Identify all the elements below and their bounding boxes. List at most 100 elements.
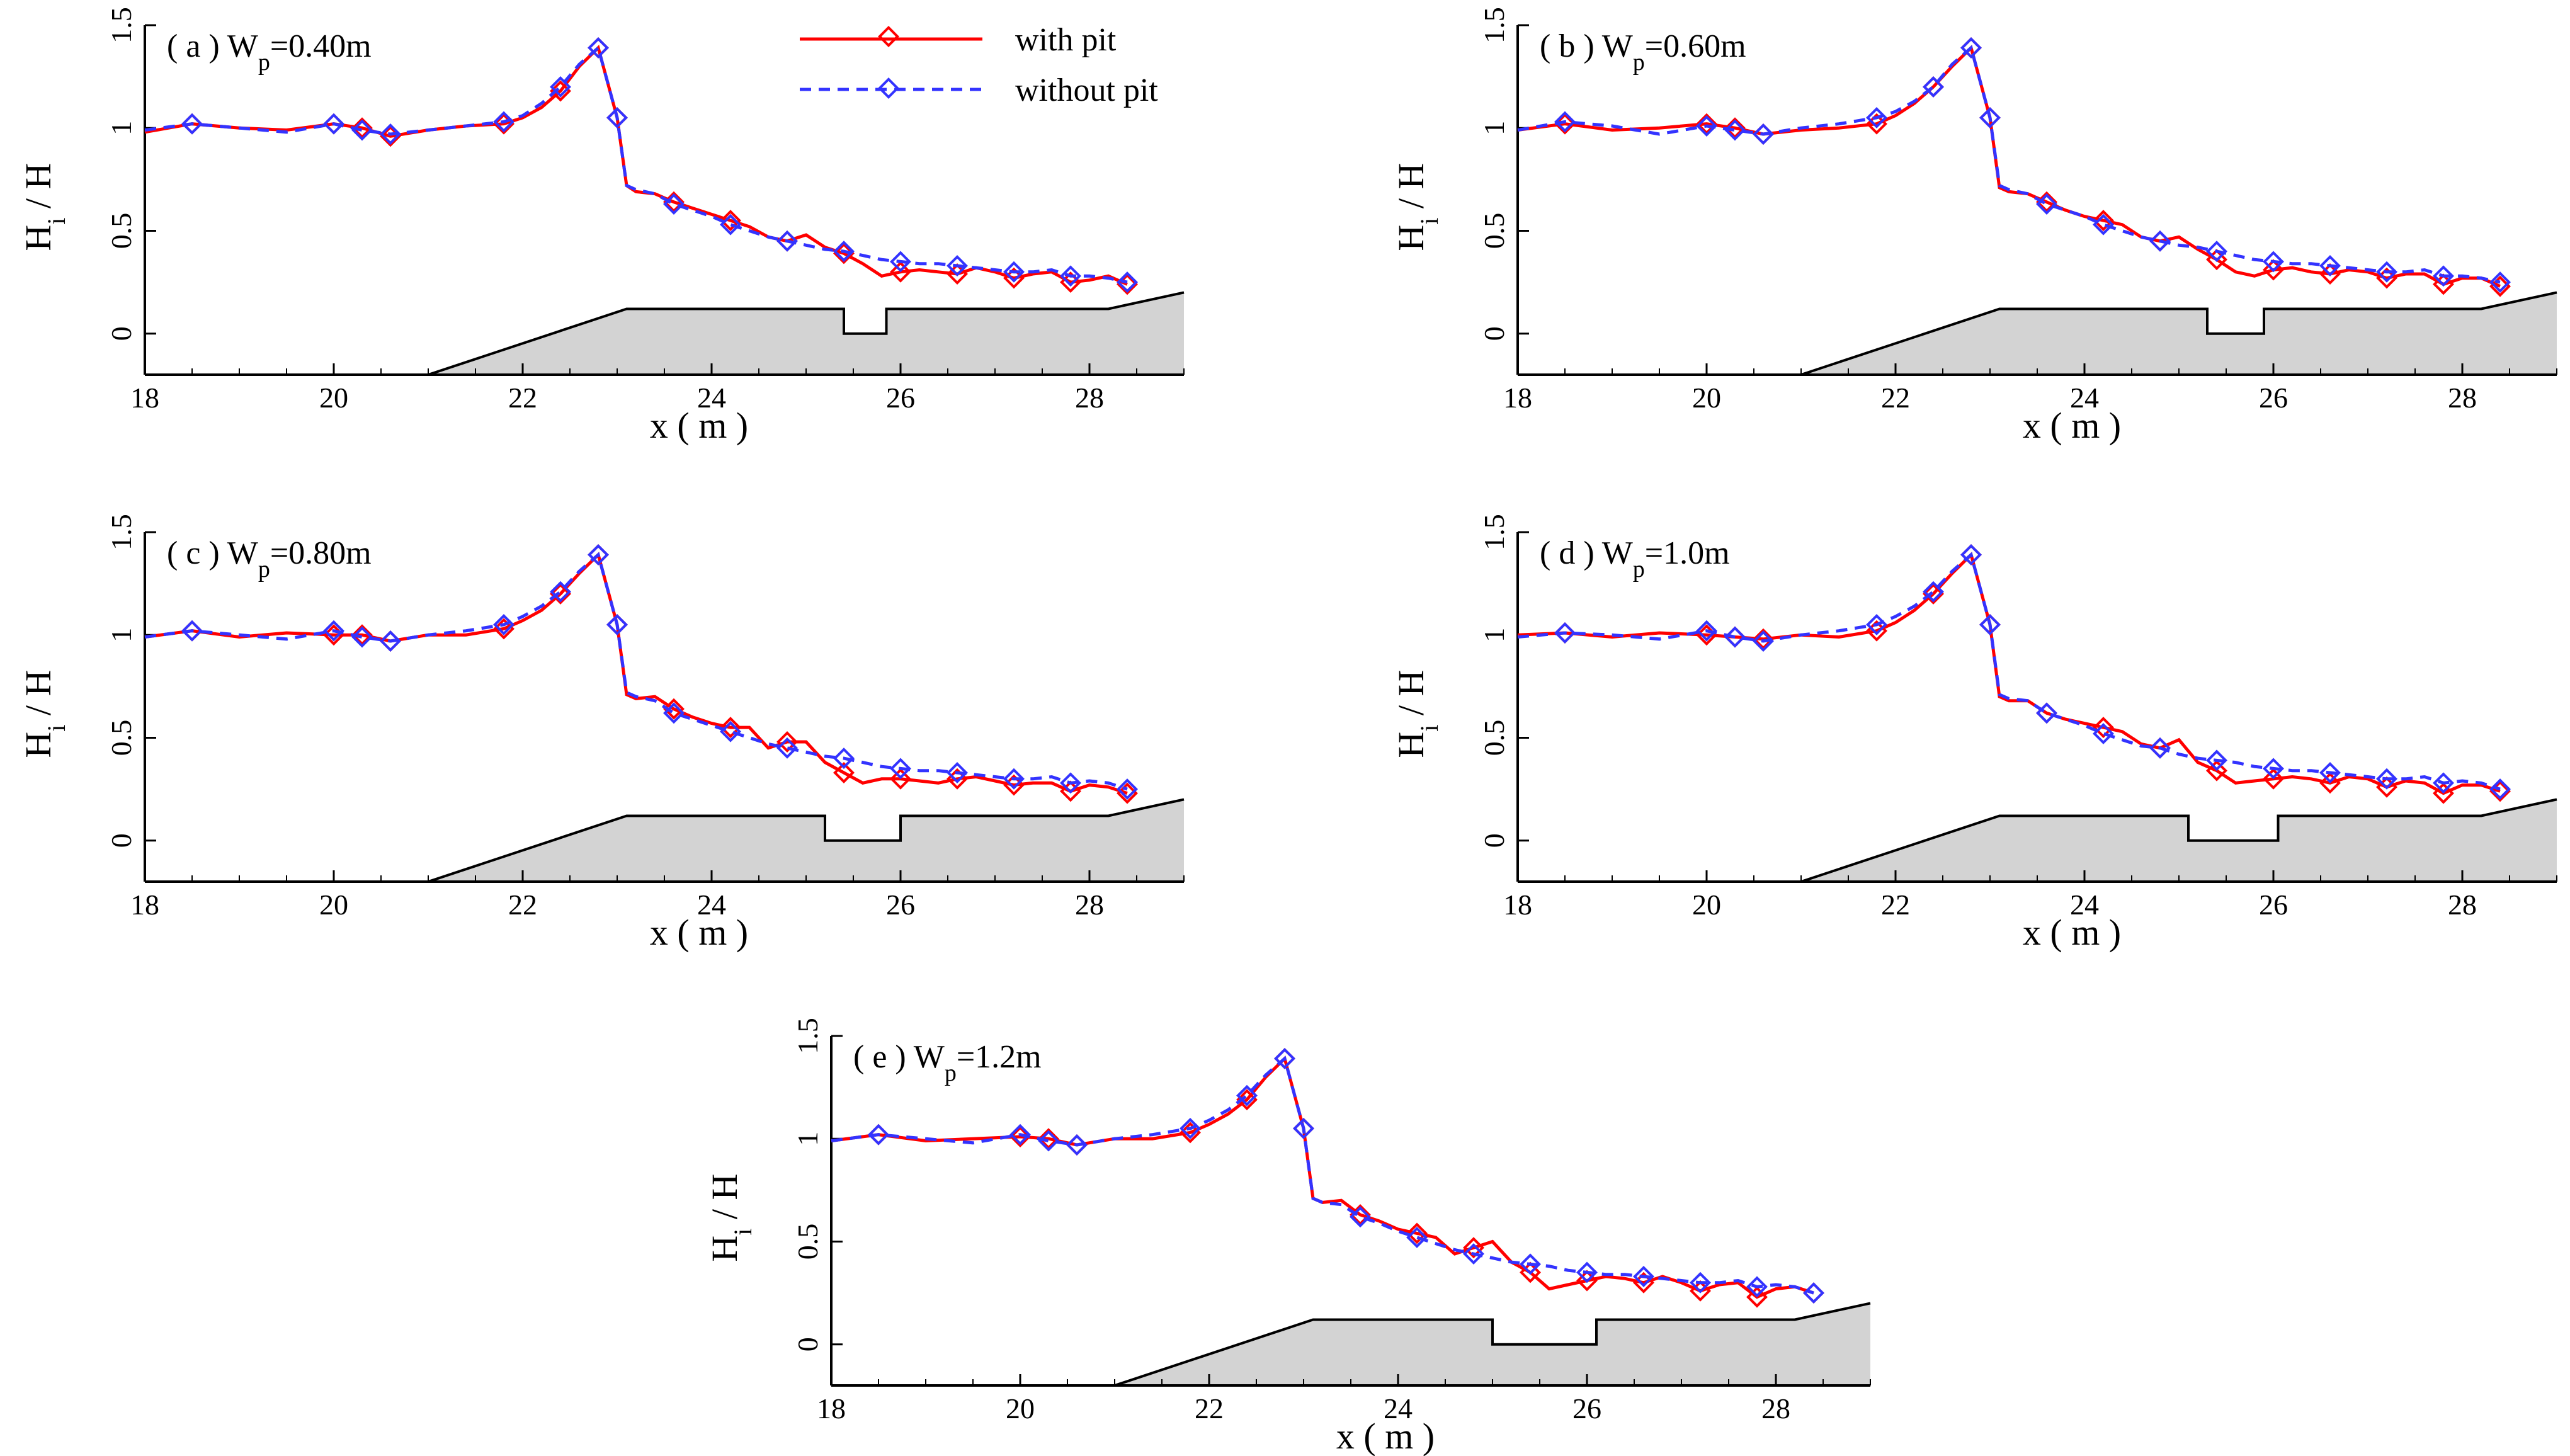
y-axis-label: Hi / H: [1390, 670, 1443, 758]
seabed-fill: [1518, 799, 2557, 882]
marker-without-pit: [2036, 702, 2057, 724]
marker-without-pit: [2263, 251, 2284, 273]
marker-with-pit: [1003, 267, 1025, 289]
legend-label-with-pit: with pit: [1015, 22, 1117, 58]
marker-without-pit: [588, 37, 609, 59]
seabed-profile: [1114, 1302, 1871, 1387]
marker-without-pit: [2489, 271, 2511, 293]
marker-without-pit: [947, 255, 968, 276]
marker-without-pit: [1003, 261, 1025, 283]
panel-label: ( a ) Wp=0.40m: [167, 28, 372, 76]
x-axis-label: x ( m ): [2023, 405, 2121, 446]
marker-without-pit: [947, 762, 968, 783]
y-tick-label: 0: [1478, 326, 1510, 341]
x-tick-label: 20: [1692, 382, 1721, 414]
y-tick-label: 1.5: [105, 514, 137, 550]
marker-without-pit: [493, 111, 515, 133]
y-tick-label: 1: [792, 1132, 824, 1146]
x-tick-label: 20: [319, 889, 348, 921]
y-tick-label: 1.5: [105, 7, 137, 43]
marker-without-pit: [890, 758, 911, 780]
panel-label: ( c ) Wp=0.80m: [167, 535, 372, 583]
marker-without-pit: [776, 230, 798, 252]
marker-without-pit: [1117, 271, 1138, 293]
x-axis-label: x ( m ): [650, 912, 748, 953]
marker-with-pit: [1923, 583, 1944, 605]
x-tick-label: 20: [1006, 1392, 1035, 1425]
marker-without-pit: [868, 1123, 889, 1146]
marker-with-pit: [833, 242, 855, 264]
marker-without-pit: [1060, 265, 1081, 287]
marker-without-pit: [1960, 37, 1982, 59]
marker-without-pit: [720, 213, 741, 236]
marker-without-pit: [2263, 758, 2284, 780]
marker-without-pit: [1979, 106, 2001, 128]
y-tick-label: 0.5: [1478, 720, 1510, 756]
marker-with-pit: [1009, 1126, 1031, 1147]
x-tick-label: 20: [1692, 889, 1721, 921]
marker-without-pit: [2319, 255, 2341, 276]
marker-with-pit: [380, 125, 401, 147]
marker-without-pit: [1274, 1047, 1295, 1069]
marker-without-pit: [1003, 768, 1025, 790]
marker-without-pit: [181, 620, 203, 642]
x-axis-label: x ( m ): [650, 405, 748, 446]
x-tick-label: 28: [2448, 382, 2477, 414]
marker-without-pit: [1690, 1271, 1711, 1294]
panel-b: 18 20 22 24 26 28 0 0.5 1 1.5 x ( m ) Hi / H ( b ) W…: [1390, 7, 2557, 446]
panel-a: 18 20 22 24 26 28 0 0.5 1 1.5 x ( m ) Hi / H ( a ) W…: [18, 7, 1185, 446]
x-tick-label: 28: [1075, 889, 1104, 921]
y-tick-label: 0.5: [1478, 213, 1510, 249]
series-line-without-pit: [831, 1055, 1814, 1295]
marker-with-pit: [1060, 271, 1081, 293]
marker-without-pit: [1696, 620, 1717, 642]
series-line-with-pit: [1517, 45, 2501, 288]
marker-without-pit: [1554, 622, 1576, 644]
y-tick-label: 0: [105, 833, 137, 848]
marker-without-pit: [1554, 111, 1576, 133]
x-tick-label: 26: [886, 889, 915, 921]
marker-without-pit: [323, 620, 344, 642]
marker-without-pit: [2093, 213, 2114, 236]
y-tick-label: 1: [105, 628, 137, 642]
marker-without-pit: [1293, 1117, 1314, 1139]
marker-without-pit: [380, 630, 401, 652]
marker-without-pit: [1979, 613, 2001, 635]
legend: with pit without pit: [800, 22, 1158, 108]
series-line-with-pit: [144, 45, 1129, 286]
x-axis-label: x ( m ): [2023, 912, 2121, 953]
marker-with-pit: [2036, 191, 2057, 213]
marker-without-pit: [1633, 1266, 1654, 1287]
seabed-profile: [428, 291, 1185, 376]
y-tick-label: 0: [105, 326, 137, 341]
y-tick-label: 1.5: [1478, 514, 1510, 550]
panel-d: 18 20 22 24 26 28 0 0.5 1 1.5 x ( m ) Hi / H ( d ) W…: [1390, 514, 2557, 953]
seabed-fill: [1518, 292, 2557, 375]
legend-label-without-pit: without pit: [1015, 72, 1158, 108]
marker-without-pit: [323, 113, 344, 135]
y-tick-label: 1.5: [792, 1018, 824, 1054]
marker-without-pit: [606, 106, 628, 128]
marker-without-pit: [1038, 1130, 1059, 1152]
panel-label: ( b ) Wp=0.60m: [1540, 28, 1746, 76]
marker-with-pit: [776, 731, 798, 753]
marker-without-pit: [606, 613, 628, 635]
marker-without-pit: [2433, 772, 2454, 794]
marker-without-pit: [1350, 1206, 1371, 1228]
marker-with-pit: [1696, 113, 1717, 135]
marker-without-pit: [2206, 749, 2227, 771]
series-line-without-pit: [1517, 552, 2501, 791]
seabed-profile: [1800, 291, 2557, 376]
y-tick-label: 0: [792, 1337, 824, 1351]
marker-without-pit: [1576, 1261, 1598, 1283]
marker-without-pit: [776, 737, 798, 759]
marker-without-pit: [181, 113, 203, 135]
x-tick-label: 20: [319, 382, 348, 414]
marker-without-pit: [1060, 772, 1081, 794]
marker-without-pit: [550, 581, 571, 603]
x-tick-label: 22: [508, 382, 537, 414]
seabed-fill: [145, 799, 1184, 882]
marker-with-pit: [1554, 113, 1576, 135]
marker-without-pit: [1696, 115, 1717, 137]
